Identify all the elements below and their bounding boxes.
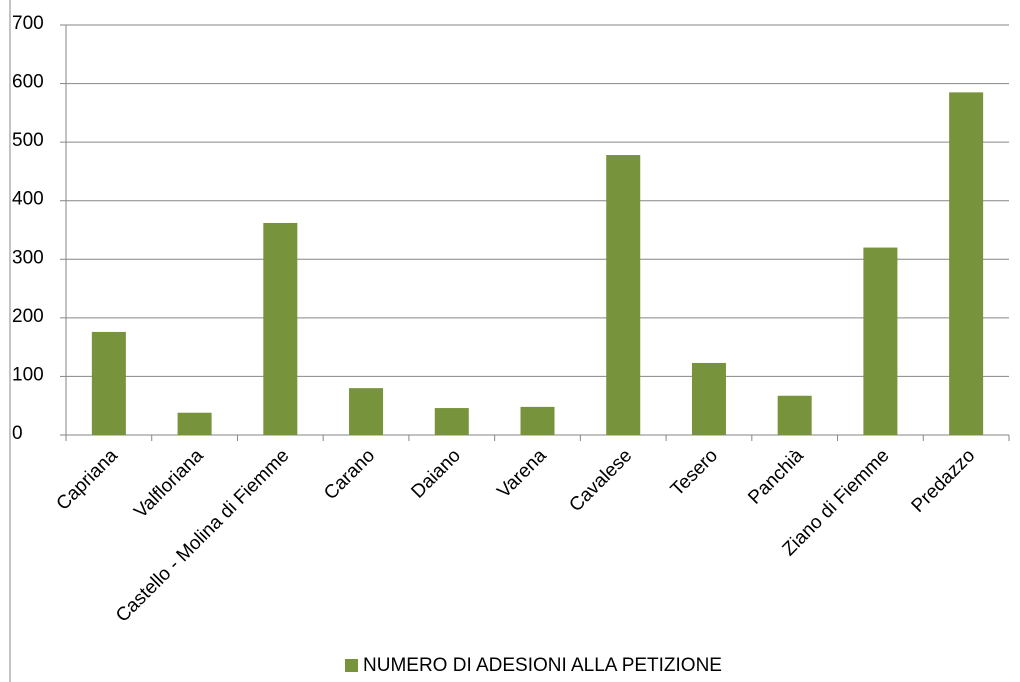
bar	[949, 92, 984, 435]
bar	[434, 408, 469, 435]
bar	[177, 412, 212, 435]
y-tick-label: 200	[12, 306, 44, 327]
x-tick-label: Valfloriana	[130, 445, 208, 523]
legend-label: NUMERO DI ADESIONI ALLA PETIZIONE	[363, 655, 722, 676]
y-tick-label: 100	[12, 364, 44, 385]
bar	[349, 388, 384, 435]
x-tick-label: Capriana	[53, 445, 123, 515]
bar	[777, 395, 812, 435]
legend-swatch	[345, 659, 358, 672]
x-tick-label: Cavalese	[565, 445, 636, 516]
bar	[91, 331, 126, 435]
y-tick-label: 600	[12, 72, 44, 93]
y-tick-label: 300	[12, 247, 44, 268]
x-tick-label: Castello - Molina di Fiemme	[112, 445, 293, 626]
y-tick-label: 700	[12, 13, 44, 34]
y-tick-label: 400	[12, 189, 44, 210]
x-tick-label: Carano	[320, 445, 379, 504]
bar	[863, 247, 898, 435]
x-tick-label: Tesero	[667, 445, 722, 500]
bar	[606, 155, 641, 435]
x-tick-label: Predazzo	[908, 445, 980, 517]
bar	[263, 222, 298, 435]
y-tick-label: 500	[12, 130, 44, 151]
x-tick-label: Varena	[493, 445, 550, 502]
x-tick-label: Daiano	[407, 445, 464, 502]
bar	[691, 362, 726, 435]
bar	[520, 406, 555, 435]
x-tick-label: Panchià	[744, 445, 808, 509]
y-tick-label: 0	[12, 423, 23, 444]
